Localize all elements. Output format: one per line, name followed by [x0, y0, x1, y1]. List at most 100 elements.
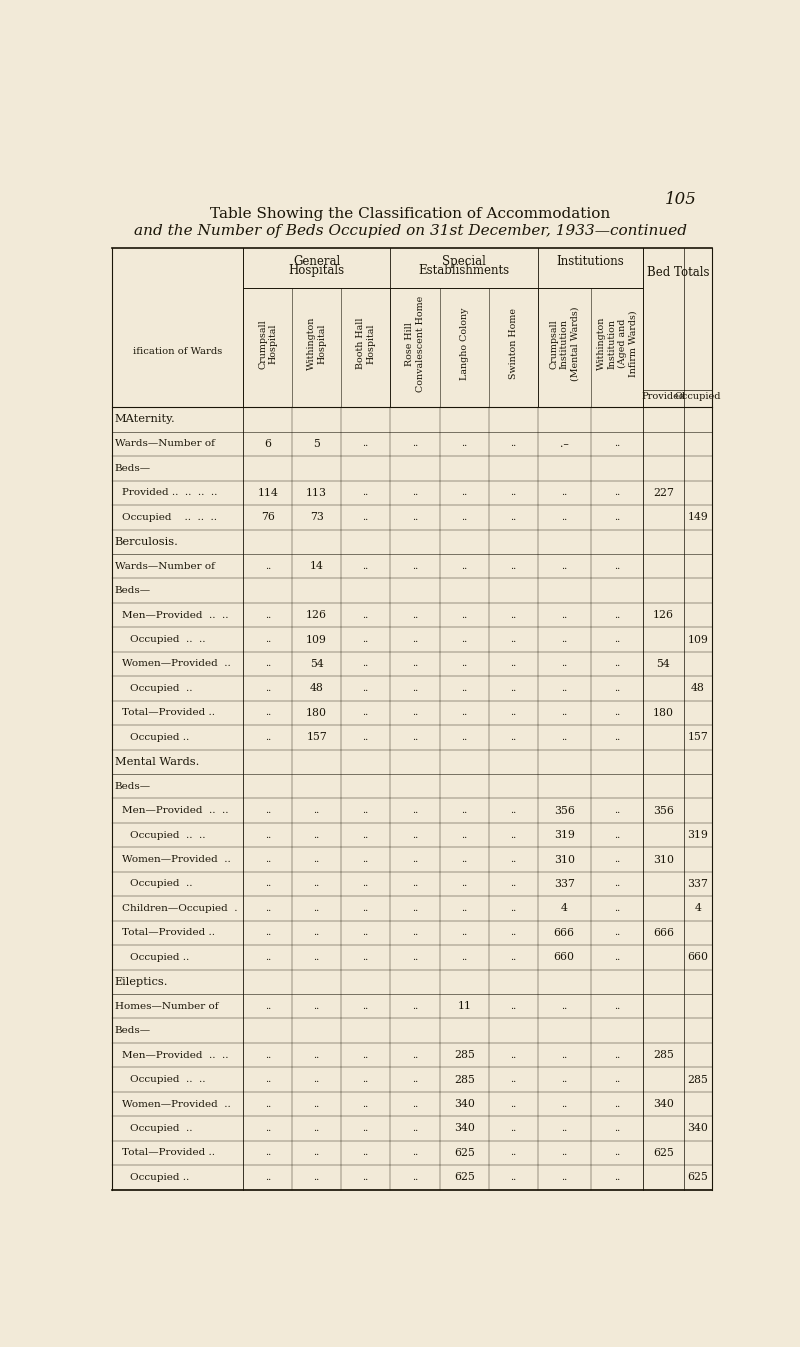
- Text: 285: 285: [454, 1051, 475, 1060]
- Text: .–: .–: [560, 439, 569, 449]
- Text: Booth Hall
Hospital: Booth Hall Hospital: [356, 318, 375, 369]
- Text: ..: ..: [510, 439, 517, 449]
- Text: ..: ..: [510, 1051, 517, 1060]
- Text: 625: 625: [454, 1172, 475, 1183]
- Text: Withington
Institution
(Aged and
Infirm Wards): Withington Institution (Aged and Infirm …: [597, 310, 637, 377]
- Text: ..: ..: [614, 562, 620, 571]
- Text: ..: ..: [314, 952, 320, 962]
- Text: ..: ..: [510, 709, 517, 718]
- Text: ..: ..: [362, 1002, 369, 1010]
- Text: ..: ..: [412, 1173, 418, 1181]
- Text: ..: ..: [561, 1123, 567, 1133]
- Text: Hospitals: Hospitals: [289, 264, 345, 277]
- Text: Langho Colony: Langho Colony: [460, 307, 469, 380]
- Text: ..: ..: [561, 1002, 567, 1010]
- Text: ..: ..: [265, 1002, 271, 1010]
- Text: ..: ..: [412, 928, 418, 938]
- Text: Crumpsall
Hospital: Crumpsall Hospital: [258, 319, 278, 369]
- Text: ..: ..: [614, 1075, 620, 1084]
- Text: ..: ..: [561, 489, 567, 497]
- Text: Occupied ..: Occupied ..: [130, 733, 190, 742]
- Text: Occupied  ..  ..: Occupied .. ..: [130, 634, 206, 644]
- Text: 319: 319: [687, 830, 708, 841]
- Text: ..: ..: [362, 952, 369, 962]
- Text: 180: 180: [306, 709, 327, 718]
- Text: Men—Provided  ..  ..: Men—Provided .. ..: [122, 1051, 229, 1060]
- Text: Occupied  ..: Occupied ..: [130, 684, 193, 692]
- Text: Total—Provided ..: Total—Provided ..: [122, 709, 215, 718]
- Text: ..: ..: [314, 1123, 320, 1133]
- Text: ..: ..: [614, 831, 620, 839]
- Text: ..: ..: [510, 928, 517, 938]
- Text: Women—Provided  ..: Women—Provided ..: [122, 1099, 231, 1109]
- Text: ..: ..: [265, 1075, 271, 1084]
- Text: ..: ..: [561, 684, 567, 692]
- Text: Swinton Home: Swinton Home: [509, 308, 518, 380]
- Text: ..: ..: [362, 562, 369, 571]
- Text: ..: ..: [462, 439, 468, 449]
- Text: ..: ..: [510, 880, 517, 889]
- Text: Mental Wards.: Mental Wards.: [114, 757, 199, 766]
- Text: Men—Provided  ..  ..: Men—Provided .. ..: [122, 806, 229, 815]
- Text: ..: ..: [614, 634, 620, 644]
- Text: ..: ..: [362, 1149, 369, 1157]
- Text: ..: ..: [412, 1149, 418, 1157]
- Text: 76: 76: [261, 512, 274, 523]
- Text: ..: ..: [412, 880, 418, 889]
- Text: Institutions: Institutions: [557, 255, 625, 268]
- Text: ..: ..: [462, 806, 468, 815]
- Text: Total—Provided ..: Total—Provided ..: [122, 1149, 215, 1157]
- Text: Eileptics.: Eileptics.: [114, 977, 168, 987]
- Text: 4: 4: [561, 904, 568, 913]
- Text: ..: ..: [614, 439, 620, 449]
- Text: ..: ..: [561, 1149, 567, 1157]
- Text: ..: ..: [314, 1075, 320, 1084]
- Text: ..: ..: [561, 709, 567, 718]
- Text: ..: ..: [265, 1123, 271, 1133]
- Text: Crumpsall
Institution
(Mental Wards): Crumpsall Institution (Mental Wards): [550, 307, 579, 381]
- Text: ..: ..: [510, 684, 517, 692]
- Text: ..: ..: [265, 660, 271, 668]
- Text: 356: 356: [554, 806, 574, 816]
- Text: ..: ..: [265, 1173, 271, 1181]
- Text: ..: ..: [412, 562, 418, 571]
- Text: ..: ..: [614, 709, 620, 718]
- Text: ..: ..: [510, 562, 517, 571]
- Text: ..: ..: [462, 855, 468, 863]
- Text: ..: ..: [561, 562, 567, 571]
- Text: ..: ..: [614, 806, 620, 815]
- Text: 105: 105: [665, 191, 697, 207]
- Text: ..: ..: [412, 634, 418, 644]
- Text: ..: ..: [362, 928, 369, 938]
- Text: ..: ..: [462, 684, 468, 692]
- Text: ..: ..: [412, 513, 418, 521]
- Text: 337: 337: [554, 880, 574, 889]
- Text: 14: 14: [310, 562, 323, 571]
- Text: 48: 48: [691, 683, 705, 694]
- Text: Berculosis.: Berculosis.: [114, 536, 178, 547]
- Text: Occupied    ..  ..  ..: Occupied .. .. ..: [122, 513, 218, 521]
- Text: ..: ..: [265, 831, 271, 839]
- Text: ..: ..: [510, 855, 517, 863]
- Text: ..: ..: [412, 610, 418, 620]
- Text: 340: 340: [454, 1099, 475, 1109]
- Text: ..: ..: [412, 904, 418, 913]
- Text: General: General: [293, 255, 340, 268]
- Text: MAternity.: MAternity.: [114, 415, 175, 424]
- Text: Homes—Number of: Homes—Number of: [114, 1002, 218, 1010]
- Text: 54: 54: [657, 659, 670, 669]
- Text: ..: ..: [314, 831, 320, 839]
- Text: Total—Provided ..: Total—Provided ..: [122, 928, 215, 938]
- Text: ..: ..: [614, 1099, 620, 1109]
- Text: ..: ..: [362, 439, 369, 449]
- Text: 5: 5: [313, 439, 320, 449]
- Text: ..: ..: [510, 660, 517, 668]
- Text: 340: 340: [653, 1099, 674, 1109]
- Text: ..: ..: [510, 904, 517, 913]
- Text: ..: ..: [265, 733, 271, 742]
- Text: ..: ..: [561, 1051, 567, 1060]
- Text: Establishments: Establishments: [418, 264, 510, 277]
- Text: ..: ..: [614, 928, 620, 938]
- Text: Occupied: Occupied: [674, 392, 721, 401]
- Text: ..: ..: [265, 1099, 271, 1109]
